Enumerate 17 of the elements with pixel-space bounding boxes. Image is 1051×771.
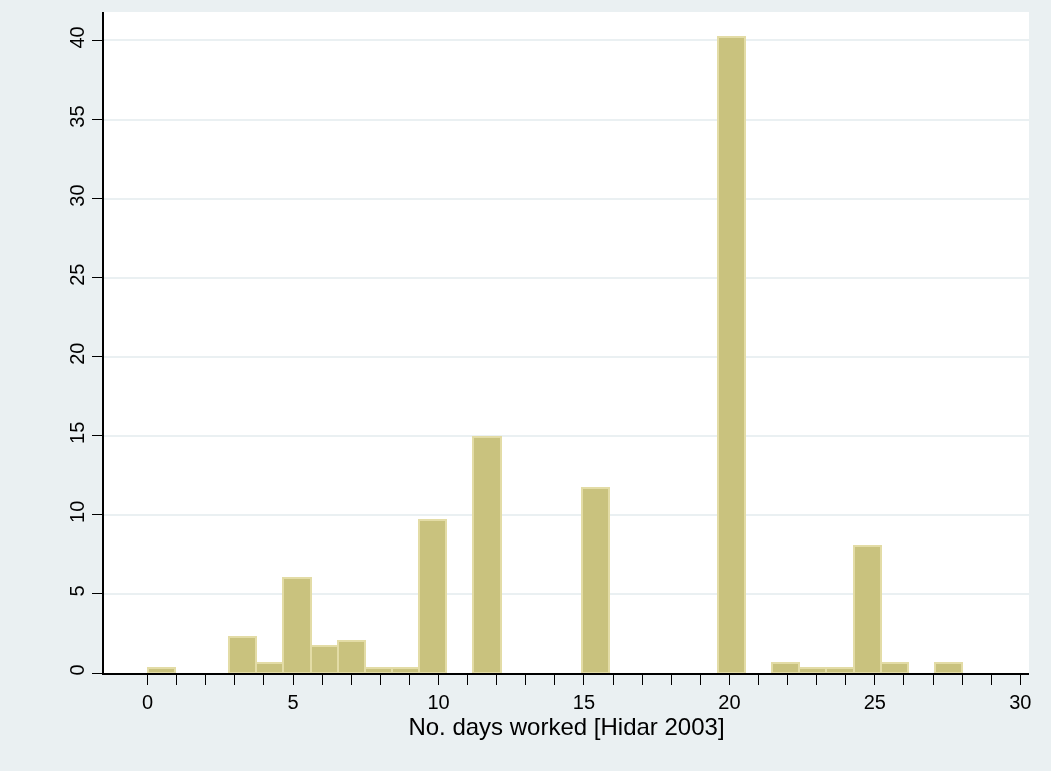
- x-tick-label: 30: [1009, 690, 1032, 713]
- y-tick-label: 5: [66, 585, 89, 597]
- x-tick-label: 20: [718, 690, 741, 713]
- x-tick-label: 5: [287, 690, 299, 713]
- y-tick-label: 0: [66, 664, 89, 676]
- y-tick-label: 10: [66, 500, 89, 523]
- y-tick-label: 20: [66, 342, 89, 365]
- x-tick-label: 0: [142, 690, 154, 713]
- x-tick-label: 10: [427, 690, 450, 713]
- y-tick-label: 35: [66, 105, 89, 128]
- x-tick-label: 15: [572, 690, 596, 713]
- x-tick-label: 25: [863, 690, 886, 713]
- x-axis-title: No. days worked [Hidar 2003]: [408, 712, 725, 740]
- y-tick-label: 25: [66, 263, 89, 286]
- y-tick-label: 40: [66, 26, 89, 49]
- y-tick-label: 30: [66, 184, 89, 207]
- y-tick-label: 15: [66, 421, 89, 444]
